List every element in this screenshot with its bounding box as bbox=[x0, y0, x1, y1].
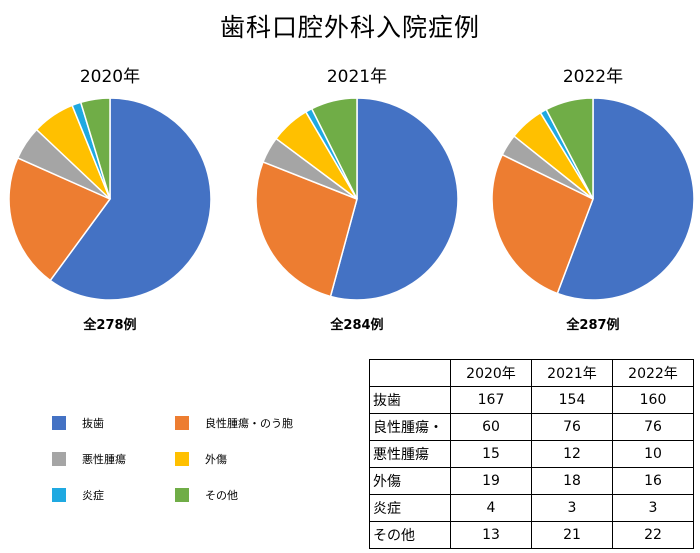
legend-item: 外傷 bbox=[175, 451, 227, 467]
table-cell: 160 bbox=[612, 386, 694, 414]
legend: 抜歯 良性腫瘍・のう胞 悪性腫瘍 外傷 炎症 その他 bbox=[52, 405, 352, 515]
pie-slice bbox=[329, 97, 459, 301]
table-cell: 4 bbox=[450, 494, 532, 522]
table-cell: 167 bbox=[450, 386, 532, 414]
pie-total-label: 全287例 bbox=[566, 318, 620, 333]
table-cell: 12 bbox=[531, 440, 613, 468]
pie-chart-2020: 2020年 全278例 bbox=[0, 62, 220, 337]
legend-item: その他 bbox=[175, 487, 238, 503]
legend-label: 外傷 bbox=[205, 453, 227, 466]
table-cell: 19 bbox=[450, 467, 532, 495]
table-cell: 16 bbox=[612, 467, 694, 495]
pie-slice bbox=[556, 97, 695, 301]
legend-label: 悪性腫瘍 bbox=[82, 453, 126, 466]
pie-slice bbox=[545, 97, 594, 200]
table-cell: 18 bbox=[531, 467, 613, 495]
table-header-cell: 2022年 bbox=[612, 359, 694, 387]
table-cell: 3 bbox=[612, 494, 694, 522]
pie-year-label: 2021年 bbox=[326, 67, 388, 87]
pie-slice bbox=[491, 153, 594, 295]
table-cell: 76 bbox=[612, 413, 694, 441]
table-row: その他 13 21 22 bbox=[369, 521, 694, 549]
table-cell: 3 bbox=[531, 494, 613, 522]
legend-item: 良性腫瘍・のう胞 bbox=[175, 415, 293, 431]
legend-label: 良性腫瘍・のう胞 bbox=[205, 417, 293, 430]
pie-svg bbox=[8, 97, 212, 301]
table-header-row: 2020年 2021年 2022年 bbox=[369, 359, 694, 387]
legend-swatch bbox=[175, 488, 189, 502]
table-row-label: 炎症 bbox=[369, 494, 451, 522]
table-cell: 10 bbox=[612, 440, 694, 468]
table-row-label: その他 bbox=[369, 521, 451, 549]
pie-year-label: 2020年 bbox=[79, 67, 141, 87]
legend-item: 炎症 bbox=[52, 487, 104, 503]
legend-swatch bbox=[52, 452, 66, 466]
legend-label: 抜歯 bbox=[82, 417, 104, 430]
pie-slice bbox=[310, 97, 358, 200]
pie-slice bbox=[255, 160, 358, 298]
table-row-label: 外傷 bbox=[369, 467, 451, 495]
legend-swatch bbox=[175, 416, 189, 430]
legend-label: 炎症 bbox=[82, 489, 104, 502]
table-header-cell: 2020年 bbox=[450, 359, 532, 387]
legend-swatch bbox=[52, 488, 66, 502]
legend-label: その他 bbox=[205, 489, 238, 502]
pie-total-label: 全284例 bbox=[330, 318, 384, 333]
legend-swatch bbox=[52, 416, 66, 430]
chart-title: 歯科口腔外科入院症例 bbox=[219, 13, 480, 42]
table-cell: 60 bbox=[450, 413, 532, 441]
pie-chart-2021: 2021年 全284例 bbox=[247, 62, 467, 337]
table-header-cell: 2021年 bbox=[531, 359, 613, 387]
pie-svg bbox=[255, 97, 459, 301]
table-corner-cell bbox=[369, 359, 451, 387]
pie-slice bbox=[49, 97, 212, 301]
table-row-label: 悪性腫瘍 bbox=[369, 440, 451, 468]
table-row: 炎症 4 3 3 bbox=[369, 494, 694, 522]
data-table: 2020年 2021年 2022年 抜歯 167 154 160 良性腫瘍・ 6… bbox=[369, 359, 694, 549]
table-row: 抜歯 167 154 160 bbox=[369, 386, 694, 414]
table-cell: 22 bbox=[612, 521, 694, 549]
table-cell: 13 bbox=[450, 521, 532, 549]
table-cell: 76 bbox=[531, 413, 613, 441]
table-row-label: 良性腫瘍・ bbox=[369, 413, 451, 441]
table-row: 良性腫瘍・ 60 76 76 bbox=[369, 413, 694, 441]
pie-chart-2022: 2022年 全287例 bbox=[483, 62, 700, 337]
pie-total-label: 全278例 bbox=[83, 318, 137, 333]
table-cell: 21 bbox=[531, 521, 613, 549]
table-cell: 154 bbox=[531, 386, 613, 414]
table-cell: 15 bbox=[450, 440, 532, 468]
pie-slice bbox=[79, 97, 111, 200]
table-row: 外傷 19 18 16 bbox=[369, 467, 694, 495]
table-row: 悪性腫瘍 15 12 10 bbox=[369, 440, 694, 468]
legend-item: 悪性腫瘍 bbox=[52, 451, 126, 467]
pie-svg bbox=[491, 97, 695, 301]
legend-swatch bbox=[175, 452, 189, 466]
table-row-label: 抜歯 bbox=[369, 386, 451, 414]
legend-item: 抜歯 bbox=[52, 415, 104, 431]
pie-year-label: 2022年 bbox=[562, 67, 624, 87]
